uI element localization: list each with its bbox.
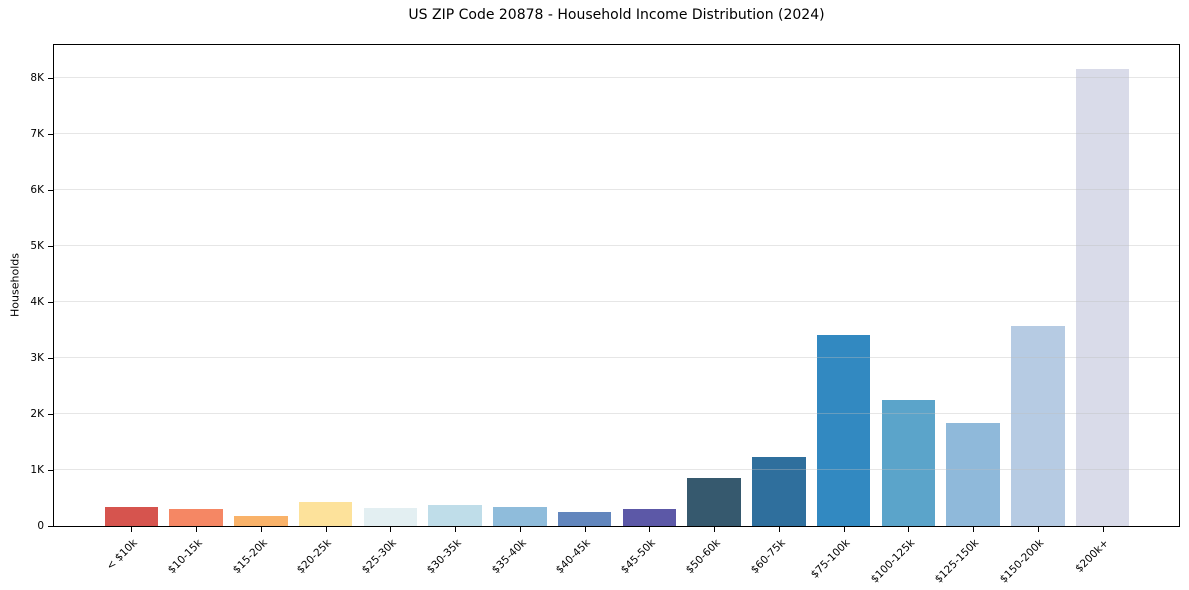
x-tick-label: < $10k	[104, 537, 140, 573]
y-tick-label: 1K	[30, 464, 44, 476]
x-tick-mark	[196, 527, 198, 532]
y-axis-ticks: 0 1K 2K 3K 4K 5K 6K 7K 8K	[0, 44, 53, 532]
plot-area: < $10k $10-15k $15-20k $20-25k $25-30k $30-35…	[53, 44, 1180, 586]
x-tick-label: $45-50k	[618, 537, 658, 577]
y-tick-mark	[48, 78, 53, 80]
y-tick-label: 7K	[30, 128, 44, 141]
y-tick-label: 5K	[30, 240, 44, 253]
bar-slot: $50-60k	[682, 45, 747, 576]
x-tick-mark	[390, 527, 392, 532]
bar-$150-200k	[1011, 325, 1065, 526]
bar-slot: $20-25k	[293, 45, 358, 576]
y-tick-label: 8K	[30, 72, 44, 85]
x-tick-mark	[908, 527, 910, 532]
x-tick-label: $150-200k	[997, 537, 1047, 586]
bar-slot: $75-100k	[808, 45, 876, 581]
x-tick-mark	[843, 527, 845, 532]
x-tick-mark	[584, 527, 586, 532]
bar-$125-150k	[946, 422, 1000, 526]
bar-slot: $150-200k	[998, 45, 1071, 586]
x-tick-mark	[778, 527, 780, 532]
x-tick-mark	[519, 527, 521, 532]
bar-$25-30k	[363, 508, 418, 526]
x-tick-mark	[1102, 527, 1104, 532]
bar-$10-15k	[169, 508, 223, 526]
bar-slot: $25-30k	[358, 45, 423, 576]
bar-slot: $35-40k	[488, 45, 553, 576]
x-tick-label: $35-40k	[489, 537, 529, 577]
x-tick-label: $60-75k	[748, 537, 788, 577]
bar-$60-75k	[752, 457, 806, 526]
x-tick-label: $50-60k	[683, 537, 723, 577]
bar-$45-50k	[622, 509, 677, 526]
bar-slot: < $10k	[99, 45, 164, 573]
bar-$35-40k	[493, 506, 547, 526]
x-tick-label: $125-150k	[933, 537, 982, 586]
bar-slot: $30-35k	[423, 45, 488, 576]
bar-$75-100k	[816, 334, 871, 526]
bar-$20-25k	[298, 501, 353, 526]
y-tick-mark	[48, 414, 53, 415]
x-tick-mark	[131, 527, 133, 532]
y-tick-mark	[48, 134, 53, 136]
y-tick-mark	[48, 358, 53, 359]
y-tick-mark	[48, 526, 53, 527]
x-tick-mark	[649, 527, 651, 532]
bar-slot: $45-50k	[617, 45, 682, 576]
y-tick-mark	[48, 246, 53, 248]
x-tick-mark	[260, 527, 262, 532]
bar-$15-20k	[234, 516, 288, 526]
bar-slot: $100-125k	[868, 45, 941, 586]
x-tick-label: $10-15k	[165, 537, 205, 577]
x-tick-mark	[1037, 527, 1039, 532]
x-tick-label: $30-35k	[424, 537, 464, 577]
y-tick-label: 3K	[30, 352, 44, 364]
bar-$200k+	[1075, 69, 1130, 526]
x-tick-mark	[973, 527, 975, 532]
bar-slot: $60-75k	[747, 45, 812, 576]
x-tick-label: $100-125k	[868, 537, 917, 586]
bar-slot: $125-150k	[933, 45, 1006, 586]
x-tick-label: $25-30k	[359, 537, 399, 577]
bar-< $10k	[104, 506, 159, 526]
y-tick-label: 2K	[30, 408, 44, 420]
y-tick-label: 0	[37, 520, 44, 532]
x-tick-label: $75-100k	[808, 537, 853, 581]
y-tick-label: 4K	[30, 296, 44, 309]
bar-slot: $40-45k	[552, 45, 617, 576]
x-tick-label: $15-20k	[230, 537, 270, 577]
chart-title: US ZIP Code 20878 - Household Income Dis…	[408, 7, 825, 23]
bar-slot: $200k+	[1070, 45, 1135, 575]
x-tick-mark	[325, 527, 327, 532]
x-tick-mark	[714, 527, 716, 532]
y-tick-mark	[48, 190, 53, 192]
y-tick-mark	[48, 302, 53, 304]
bar-$30-35k	[428, 505, 482, 526]
bar-$40-45k	[557, 511, 612, 526]
bar-slot: $10-15k	[164, 45, 229, 576]
x-tick-label: $200k+	[1073, 537, 1112, 575]
x-tick-label: $20-25k	[295, 537, 335, 577]
bar-slot: $15-20k	[229, 45, 294, 576]
bars-row: < $10k $10-15k $15-20k $20-25k $25-30k $30-35…	[54, 45, 1179, 586]
bar-$50-60k	[687, 477, 741, 526]
x-tick-label: $40-45k	[554, 537, 594, 577]
bar-$100-125k	[881, 400, 936, 526]
x-tick-mark	[455, 527, 457, 532]
y-tick-label: 6K	[30, 184, 44, 197]
y-tick-mark	[48, 470, 53, 471]
